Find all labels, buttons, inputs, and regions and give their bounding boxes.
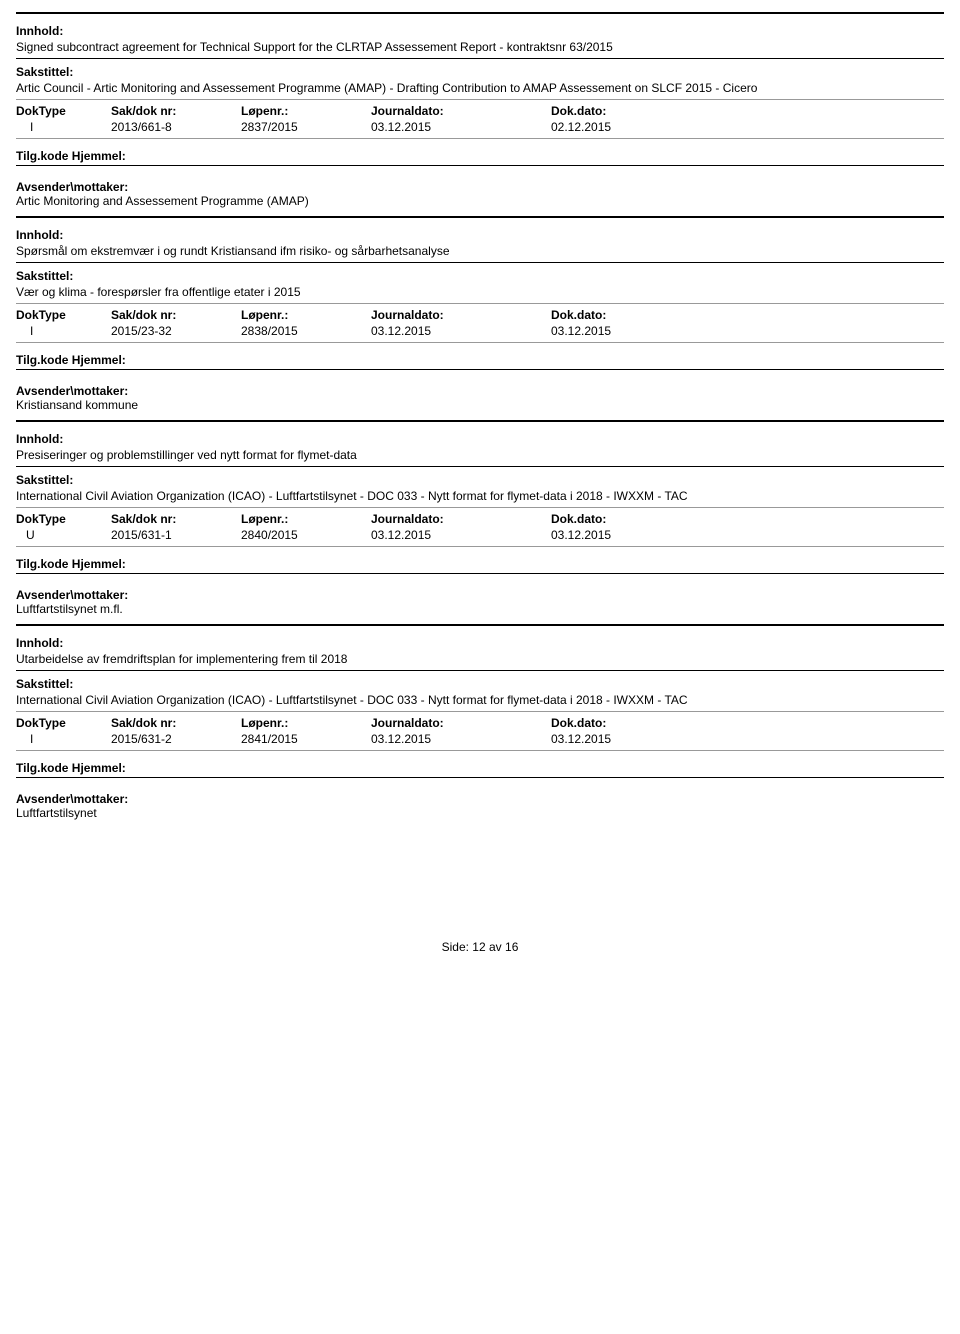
col-sakdoknr: Sak/dok nr: bbox=[111, 104, 241, 118]
avsender-label: Avsender\mottaker: bbox=[16, 384, 944, 398]
record-table: DokType Sak/dok nr: Løpenr.: Journaldato… bbox=[16, 308, 944, 338]
col-doktype: DokType bbox=[16, 308, 111, 322]
divider bbox=[16, 507, 944, 508]
tilgkode-label: Tilg.kode Hjemmel: bbox=[16, 557, 944, 571]
journal-record: Innhold: Utarbeidelse av fremdriftsplan … bbox=[16, 624, 944, 820]
journal-record: Innhold: Signed subcontract agreement fo… bbox=[16, 12, 944, 208]
col-sakdoknr: Sak/dok nr: bbox=[111, 512, 241, 526]
col-lopenr: Løpenr.: bbox=[241, 716, 371, 730]
cell-lopenr: 2841/2015 bbox=[241, 732, 371, 746]
col-doktype: DokType bbox=[16, 716, 111, 730]
footer-total: 16 bbox=[505, 940, 518, 954]
col-doktype: DokType bbox=[16, 104, 111, 118]
tilgkode-label: Tilg.kode Hjemmel: bbox=[16, 761, 944, 775]
cell-lopenr: 2838/2015 bbox=[241, 324, 371, 338]
divider bbox=[16, 303, 944, 304]
avsender-label: Avsender\mottaker: bbox=[16, 588, 944, 602]
divider bbox=[16, 546, 944, 547]
innhold-value: Signed subcontract agreement for Technic… bbox=[16, 40, 944, 54]
footer-av: av bbox=[489, 940, 502, 954]
col-dokdato: Dok.dato: bbox=[551, 308, 731, 322]
footer-side: Side: bbox=[442, 940, 469, 954]
cell-journaldato: 03.12.2015 bbox=[371, 120, 551, 134]
divider bbox=[16, 369, 944, 370]
col-dokdato: Dok.dato: bbox=[551, 716, 731, 730]
col-journaldato: Journaldato: bbox=[371, 512, 551, 526]
divider bbox=[16, 165, 944, 166]
cell-journaldato: 03.12.2015 bbox=[371, 324, 551, 338]
cell-journaldato: 03.12.2015 bbox=[371, 528, 551, 542]
sakstittel-value: International Civil Aviation Organizatio… bbox=[16, 693, 944, 707]
innhold-value: Utarbeidelse av fremdriftsplan for imple… bbox=[16, 652, 944, 666]
innhold-label: Innhold: bbox=[16, 636, 944, 650]
innhold-label: Innhold: bbox=[16, 432, 944, 446]
cell-doktype: U bbox=[16, 528, 111, 542]
divider bbox=[16, 466, 944, 467]
cell-dokdato: 02.12.2015 bbox=[551, 120, 731, 134]
record-table: DokType Sak/dok nr: Løpenr.: Journaldato… bbox=[16, 716, 944, 746]
col-lopenr: Løpenr.: bbox=[241, 104, 371, 118]
col-dokdato: Dok.dato: bbox=[551, 512, 731, 526]
cell-sakdoknr: 2013/661-8 bbox=[111, 120, 241, 134]
innhold-value: Spørsmål om ekstremvær i og rundt Kristi… bbox=[16, 244, 944, 258]
journal-record: Innhold: Spørsmål om ekstremvær i og run… bbox=[16, 216, 944, 412]
cell-doktype: I bbox=[16, 120, 111, 134]
avsender-value: Luftfartstilsynet m.fl. bbox=[16, 602, 944, 616]
avsender-value: Artic Monitoring and Assessement Program… bbox=[16, 194, 944, 208]
tilgkode-label: Tilg.kode Hjemmel: bbox=[16, 149, 944, 163]
avsender-value: Luftfartstilsynet bbox=[16, 806, 944, 820]
divider bbox=[16, 58, 944, 59]
col-journaldato: Journaldato: bbox=[371, 716, 551, 730]
sakstittel-label: Sakstittel: bbox=[16, 473, 944, 487]
innhold-label: Innhold: bbox=[16, 24, 944, 38]
journal-record: Innhold: Presiseringer og problemstillin… bbox=[16, 420, 944, 616]
cell-doktype: I bbox=[16, 324, 111, 338]
divider bbox=[16, 573, 944, 574]
divider bbox=[16, 711, 944, 712]
tilgkode-label: Tilg.kode Hjemmel: bbox=[16, 353, 944, 367]
avsender-value: Kristiansand kommune bbox=[16, 398, 944, 412]
sakstittel-value: Vær og klima - forespørsler fra offentli… bbox=[16, 285, 944, 299]
col-lopenr: Løpenr.: bbox=[241, 308, 371, 322]
innhold-label: Innhold: bbox=[16, 228, 944, 242]
sakstittel-value: Artic Council - Artic Monitoring and Ass… bbox=[16, 81, 944, 95]
col-sakdoknr: Sak/dok nr: bbox=[111, 716, 241, 730]
divider bbox=[16, 342, 944, 343]
cell-lopenr: 2840/2015 bbox=[241, 528, 371, 542]
cell-sakdoknr: 2015/631-1 bbox=[111, 528, 241, 542]
page-footer: Side: 12 av 16 bbox=[16, 940, 944, 974]
cell-sakdoknr: 2015/631-2 bbox=[111, 732, 241, 746]
innhold-value: Presiseringer og problemstillinger ved n… bbox=[16, 448, 944, 462]
col-journaldato: Journaldato: bbox=[371, 104, 551, 118]
sakstittel-label: Sakstittel: bbox=[16, 65, 944, 79]
sakstittel-label: Sakstittel: bbox=[16, 677, 944, 691]
avsender-label: Avsender\mottaker: bbox=[16, 180, 944, 194]
col-journaldato: Journaldato: bbox=[371, 308, 551, 322]
col-doktype: DokType bbox=[16, 512, 111, 526]
divider bbox=[16, 750, 944, 751]
divider bbox=[16, 262, 944, 263]
cell-lopenr: 2837/2015 bbox=[241, 120, 371, 134]
record-table: DokType Sak/dok nr: Løpenr.: Journaldato… bbox=[16, 512, 944, 542]
divider bbox=[16, 99, 944, 100]
col-sakdoknr: Sak/dok nr: bbox=[111, 308, 241, 322]
col-dokdato: Dok.dato: bbox=[551, 104, 731, 118]
sakstittel-label: Sakstittel: bbox=[16, 269, 944, 283]
col-lopenr: Løpenr.: bbox=[241, 512, 371, 526]
cell-dokdato: 03.12.2015 bbox=[551, 732, 731, 746]
divider bbox=[16, 777, 944, 778]
sakstittel-value: International Civil Aviation Organizatio… bbox=[16, 489, 944, 503]
avsender-label: Avsender\mottaker: bbox=[16, 792, 944, 806]
cell-doktype: I bbox=[16, 732, 111, 746]
cell-journaldato: 03.12.2015 bbox=[371, 732, 551, 746]
cell-dokdato: 03.12.2015 bbox=[551, 528, 731, 542]
cell-dokdato: 03.12.2015 bbox=[551, 324, 731, 338]
footer-page: 12 bbox=[472, 940, 485, 954]
record-table: DokType Sak/dok nr: Løpenr.: Journaldato… bbox=[16, 104, 944, 134]
divider bbox=[16, 138, 944, 139]
cell-sakdoknr: 2015/23-32 bbox=[111, 324, 241, 338]
divider bbox=[16, 670, 944, 671]
